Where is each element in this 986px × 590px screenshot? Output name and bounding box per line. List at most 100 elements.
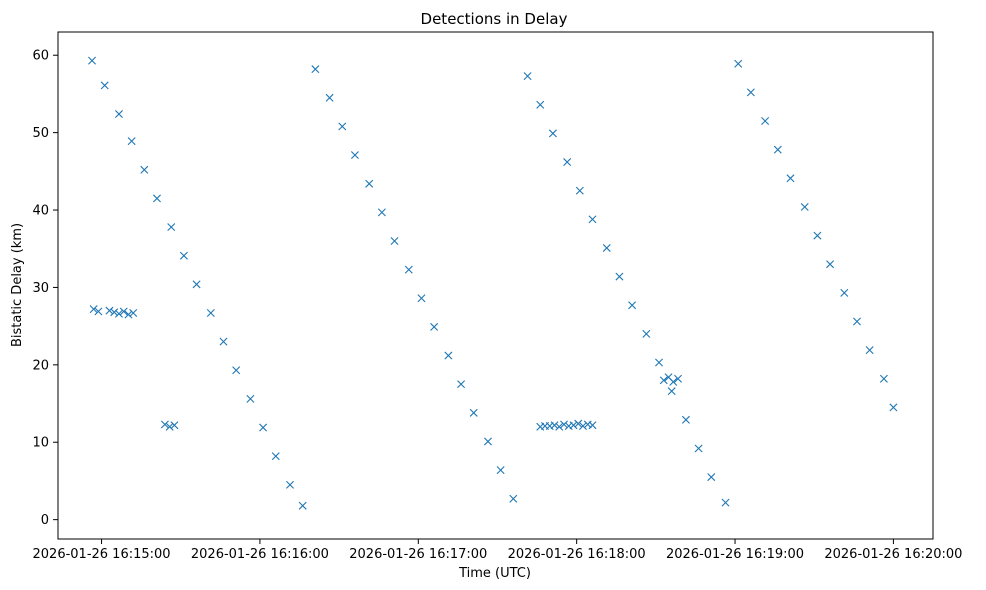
data-point-marker <box>536 100 545 109</box>
data-point-marker <box>114 309 123 318</box>
data-point-marker <box>615 272 624 281</box>
data-point-marker <box>311 65 320 74</box>
data-point-marker <box>105 306 114 315</box>
data-point-marker <box>655 358 664 367</box>
data-point-marker <box>170 421 179 430</box>
x-axis: 2026-01-26 16:15:00 2026-01-26 16:16:00 20… <box>33 539 962 562</box>
y-tick-label: 60 <box>32 49 49 64</box>
data-point-marker <box>365 179 374 188</box>
marker-layer <box>88 56 898 510</box>
data-point-marker <box>588 421 597 430</box>
data-point-marker <box>694 444 703 453</box>
data-point-marker <box>192 280 201 289</box>
data-point-marker <box>417 294 426 303</box>
y-tick-label: 50 <box>32 126 49 141</box>
data-point-marker <box>94 307 103 316</box>
data-point-marker <box>569 421 578 430</box>
data-point-marker <box>119 307 128 316</box>
data-point-marker <box>813 231 822 240</box>
data-point-marker <box>574 419 583 428</box>
data-point-marker <box>523 72 532 81</box>
data-point-marker <box>642 329 651 338</box>
data-point-marker <box>550 421 559 430</box>
x-tick-label: 2026-01-26 16:20:00 <box>824 547 962 562</box>
data-point-marker <box>298 501 307 510</box>
data-point-marker <box>560 420 568 429</box>
data-point-marker <box>350 151 359 160</box>
data-point-marker <box>89 305 98 314</box>
data-point-marker <box>338 122 347 131</box>
data-point-marker <box>206 308 215 317</box>
data-point-marker <box>114 110 123 119</box>
data-point-marker <box>889 403 898 412</box>
data-point-marker <box>100 81 109 90</box>
data-point-marker <box>707 473 716 482</box>
data-point-marker <box>167 223 176 232</box>
x-tick-label: 2026-01-26 16:17:00 <box>349 547 487 562</box>
data-point-marker <box>541 422 549 430</box>
data-point-marker <box>444 351 453 360</box>
x-tick-label: 2026-01-26 16:15:00 <box>33 547 171 562</box>
data-point-marker <box>124 310 133 319</box>
data-point-marker <box>457 380 466 389</box>
plot-frame <box>57 31 934 540</box>
data-point-marker <box>179 251 188 260</box>
y-tick-label: 40 <box>32 204 49 219</box>
data-point-marker <box>628 301 637 310</box>
x-tick-label: 2026-01-26 16:19:00 <box>666 547 804 562</box>
data-point-marker <box>325 93 334 102</box>
data-point-marker <box>286 480 295 489</box>
x-tick-label: 2026-01-26 16:16:00 <box>191 547 329 562</box>
data-point-marker <box>469 408 478 417</box>
data-point-marker <box>761 117 770 126</box>
data-point-marker <box>129 308 138 317</box>
y-tick-label: 30 <box>32 281 49 296</box>
y-axis: 0 10 20 30 40 50 60 <box>32 49 58 528</box>
data-point-marker <box>563 158 572 167</box>
data-point-marker <box>496 466 505 475</box>
data-point-marker <box>721 498 730 507</box>
y-tick-label: 20 <box>32 358 49 373</box>
data-point-marker <box>575 186 584 195</box>
x-tick-label: 2026-01-26 16:18:00 <box>508 547 646 562</box>
data-point-marker <box>271 452 280 461</box>
data-point-marker <box>681 415 690 424</box>
data-point-marker <box>232 366 241 375</box>
data-point-marker <box>734 59 743 68</box>
data-point-marker <box>879 374 888 383</box>
data-point-marker <box>246 394 255 403</box>
y-tick-label: 10 <box>32 436 49 451</box>
data-point-marker <box>840 288 849 297</box>
data-point-marker <box>219 337 228 346</box>
data-point-marker <box>390 237 399 245</box>
data-point-marker <box>110 308 119 317</box>
y-axis-label: Bistatic Delay (km) <box>10 223 25 347</box>
data-point-marker <box>602 243 611 252</box>
data-point-marker <box>746 88 755 97</box>
data-point-marker <box>659 376 668 385</box>
data-point-marker <box>865 346 874 355</box>
data-point-marker <box>826 260 835 269</box>
data-point-marker <box>800 202 809 211</box>
y-tick-label: 0 <box>41 513 49 528</box>
data-point-marker <box>259 423 268 432</box>
data-point-marker <box>555 422 564 431</box>
data-point-marker <box>786 174 795 183</box>
data-point-marker <box>165 422 174 431</box>
data-point-marker <box>509 494 518 503</box>
data-point-marker <box>674 374 683 383</box>
data-point-marker <box>430 322 439 331</box>
data-point-marker <box>588 215 597 224</box>
x-axis-label: Time (UTC) <box>458 566 531 581</box>
data-point-marker <box>140 165 149 174</box>
data-point-marker <box>852 317 861 326</box>
data-point-marker <box>667 387 676 396</box>
data-point-marker <box>127 137 136 146</box>
data-point-marker <box>579 422 587 430</box>
data-point-marker <box>160 420 169 429</box>
data-point-marker <box>548 129 557 138</box>
data-point-marker <box>88 56 97 65</box>
data-point-marker <box>669 377 678 386</box>
data-point-marker <box>152 194 161 203</box>
